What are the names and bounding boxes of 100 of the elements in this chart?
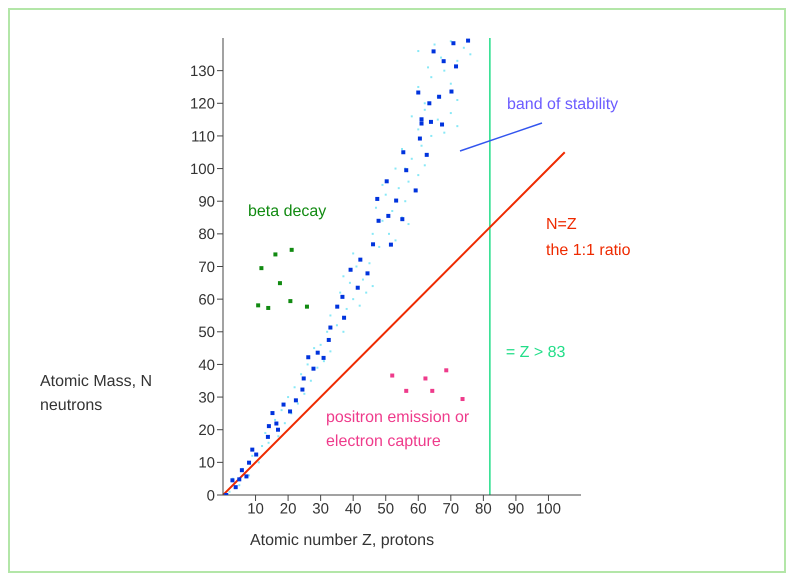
point <box>424 152 429 157</box>
text: beta decay <box>248 202 326 222</box>
point <box>254 452 258 457</box>
point <box>266 306 270 310</box>
y-tick-label: 20 <box>198 422 215 440</box>
point <box>371 242 376 246</box>
point <box>466 38 470 43</box>
x-tick-label: 30 <box>312 500 329 518</box>
point <box>451 41 456 46</box>
point <box>300 388 304 392</box>
point <box>266 424 271 428</box>
point <box>266 434 270 439</box>
point <box>273 252 278 256</box>
point <box>240 468 244 472</box>
point <box>282 402 286 407</box>
point <box>414 188 418 192</box>
point <box>304 304 309 309</box>
point <box>444 368 448 372</box>
point <box>460 397 465 402</box>
annotation: band of stability <box>507 96 618 114</box>
point <box>454 64 458 68</box>
point <box>335 304 340 309</box>
point <box>404 168 408 172</box>
point <box>348 268 353 272</box>
x-axis-title: Atomic number Z, protons <box>250 532 434 550</box>
point <box>366 271 370 276</box>
point <box>326 338 331 342</box>
point <box>388 242 393 247</box>
point <box>278 281 282 286</box>
point <box>288 409 292 414</box>
point <box>328 326 332 330</box>
point <box>290 248 294 252</box>
point <box>288 299 292 304</box>
point <box>430 388 434 393</box>
point <box>311 366 316 371</box>
y-tick-label: 50 <box>198 324 215 342</box>
x-tick-label: 10 <box>247 500 264 518</box>
point <box>418 136 422 141</box>
point <box>322 356 326 360</box>
point <box>401 150 406 154</box>
point <box>274 422 278 426</box>
y-tick-label: 60 <box>198 291 215 308</box>
y-tick-label: 120 <box>190 96 215 113</box>
y-tick-label: 70 <box>198 258 215 276</box>
y-tick-label: 110 <box>191 128 215 146</box>
y-tick-label: 130 <box>190 62 215 80</box>
x-tick-label: 40 <box>344 500 362 518</box>
point <box>449 90 454 94</box>
point <box>270 411 274 416</box>
point <box>442 59 446 64</box>
point <box>244 474 248 478</box>
x-tick-label: 80 <box>475 500 492 518</box>
x-tick-label: 90 <box>508 500 524 518</box>
point <box>420 117 424 122</box>
point <box>428 120 433 124</box>
point <box>440 122 444 127</box>
x-tick-label: 70 <box>442 500 460 518</box>
point <box>302 376 306 380</box>
point <box>259 266 264 270</box>
annotation: the 1:1 ratio <box>546 242 630 260</box>
point <box>384 179 389 184</box>
point <box>420 122 424 126</box>
y-tick-label: 40 <box>198 356 215 374</box>
ref-line-label: = Z > 83 <box>506 344 566 362</box>
series-label: positron emission or electron capture <box>326 408 470 452</box>
point <box>404 388 408 393</box>
x-tick-label: 60 <box>410 500 427 518</box>
point <box>294 398 298 402</box>
point <box>340 294 344 299</box>
point <box>390 374 394 378</box>
point <box>358 258 362 262</box>
point <box>386 214 390 218</box>
y-tick-label: 90 <box>198 194 215 211</box>
point <box>256 303 260 308</box>
y-axis-title: Atomic Mass, N neutrons <box>40 372 154 416</box>
point <box>394 198 398 203</box>
point <box>416 90 420 95</box>
y-tick-label: 0 <box>206 487 215 504</box>
y-tick-label: 100 <box>190 160 215 178</box>
point <box>400 217 404 222</box>
point <box>234 485 238 490</box>
point <box>375 196 380 201</box>
point <box>432 49 436 54</box>
point <box>247 460 252 465</box>
x-tick-label: 20 <box>280 500 296 518</box>
point <box>237 477 242 482</box>
x-tick-label: 100 <box>536 500 561 518</box>
point <box>356 286 360 290</box>
y-tick-label: 10 <box>198 454 215 472</box>
point <box>376 218 381 223</box>
point <box>427 101 432 106</box>
point <box>230 478 234 482</box>
point <box>437 94 442 99</box>
point <box>316 350 320 355</box>
series-label: N=Z <box>546 215 577 235</box>
point <box>342 316 346 320</box>
point <box>423 376 428 380</box>
y-tick-label: 80 <box>198 226 215 244</box>
point <box>276 428 280 432</box>
point <box>250 448 254 452</box>
